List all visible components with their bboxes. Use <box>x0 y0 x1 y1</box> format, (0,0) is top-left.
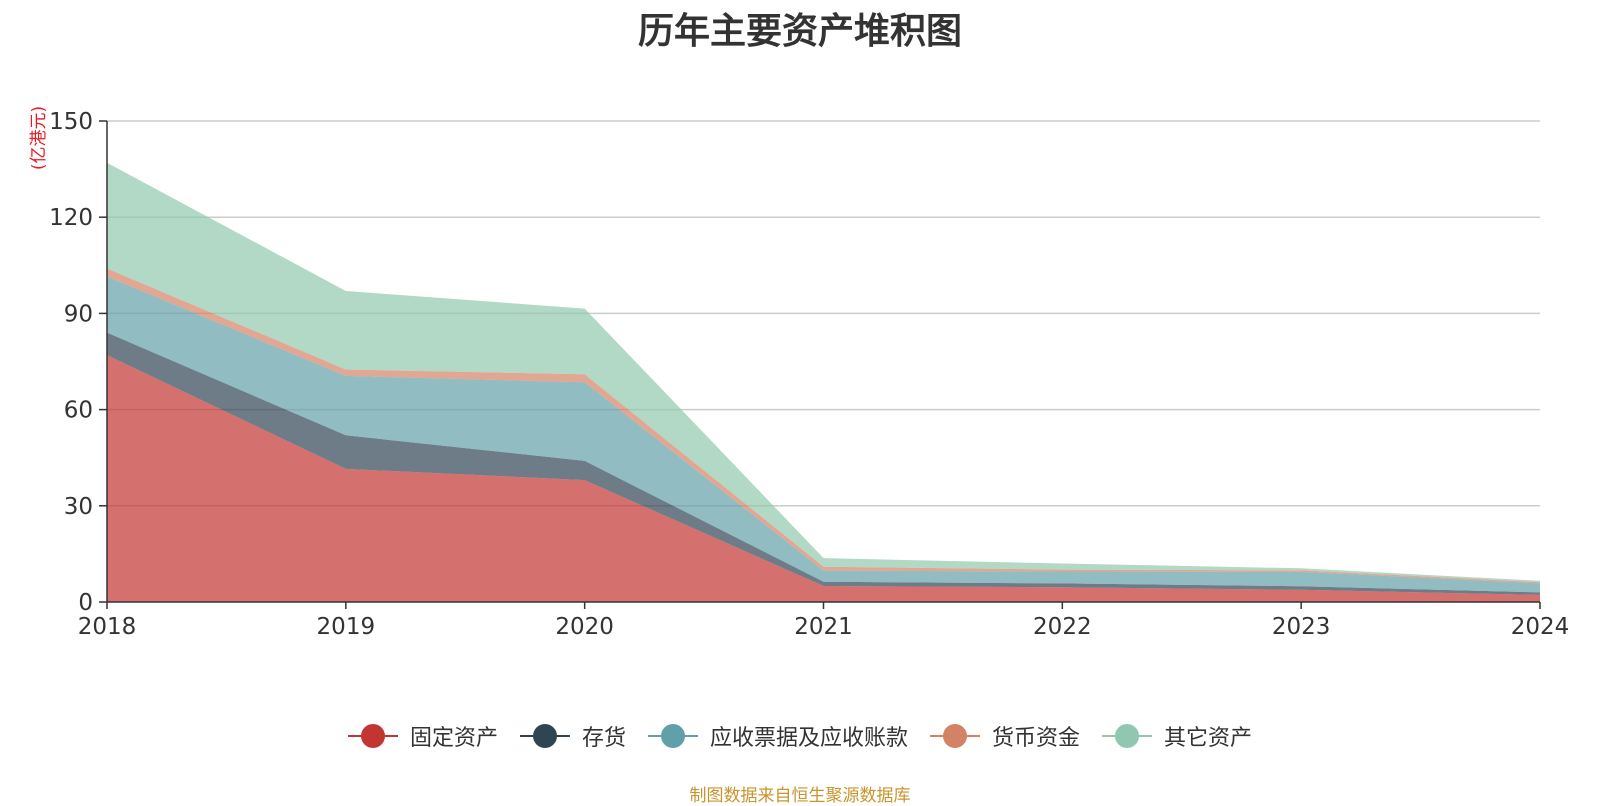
y-tick-label: 60 <box>64 398 93 424</box>
axes: 0 30 60 90 120 150 2018 2019 2020 2021 2022 2023 202… <box>49 109 1569 640</box>
legend-marker-icon <box>1102 723 1153 749</box>
legend-item-0[interactable]: 固定资产 <box>347 720 498 752</box>
legend: 固定资产 存货 应收票据及应收账款 货币资金 其它资产 <box>0 720 1600 752</box>
legend-label: 存货 <box>581 726 626 751</box>
y-tick-label: 30 <box>64 494 93 520</box>
legend-marker-icon <box>647 723 698 749</box>
y-tick-label: 150 <box>49 109 93 135</box>
legend-item-2[interactable]: 应收票据及应收账款 <box>647 720 908 752</box>
legend-marker-dot <box>943 724 967 748</box>
legend-marker-dot <box>360 724 385 748</box>
x-tick-label: 2023 <box>1272 614 1331 640</box>
legend-marker-icon <box>347 723 398 749</box>
series-area-1 <box>107 332 1540 595</box>
x-tick-label: 2018 <box>78 614 137 640</box>
legend-label: 固定资产 <box>409 726 498 751</box>
legend-marker-icon <box>930 723 980 749</box>
legend-marker-icon <box>519 723 570 749</box>
legend-item-1[interactable]: 存货 <box>519 720 626 752</box>
x-tick-label: 2019 <box>317 614 376 640</box>
series-areas <box>107 162 1540 602</box>
x-tick-label: 2022 <box>1033 614 1092 640</box>
legend-marker-dot <box>532 724 557 748</box>
legend-marker-dot <box>660 724 685 748</box>
x-tick-label: 2020 <box>555 614 614 640</box>
series-area-0 <box>107 355 1540 602</box>
y-axis-unit-label: (亿港元) <box>29 106 49 170</box>
y-tick-label: 0 <box>78 590 93 616</box>
legend-item-3[interactable]: 货币资金 <box>930 720 1080 752</box>
x-tick-label: 2021 <box>794 614 853 640</box>
legend-label: 应收票据及应收账款 <box>709 726 908 751</box>
legend-marker-dot <box>1115 724 1140 748</box>
legend-label: 其它资产 <box>1164 726 1253 751</box>
legend-item-4[interactable]: 其它资产 <box>1102 720 1252 752</box>
source-note: 制图数据来自恒生聚源数据库 <box>689 786 911 806</box>
y-tick-label: 120 <box>49 205 93 231</box>
y-tick-label: 90 <box>64 301 93 327</box>
series-area-2 <box>107 276 1540 593</box>
x-tick-label: 2024 <box>1511 614 1570 640</box>
chart-title: 历年主要资产堆积图 <box>637 11 962 52</box>
legend-label: 货币资金 <box>992 726 1081 751</box>
